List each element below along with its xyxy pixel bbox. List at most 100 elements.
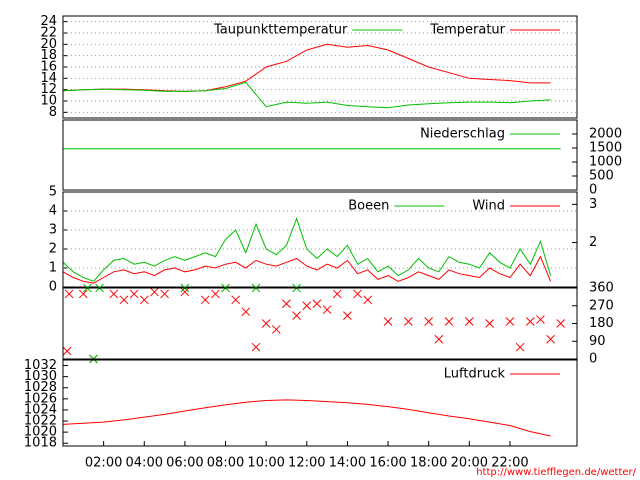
x-tick-label: 22:00	[491, 456, 528, 471]
y-tick-label: 1026	[24, 391, 57, 406]
direction-point	[332, 289, 342, 299]
direction-point	[292, 311, 301, 320]
legend-label: Temperatur	[429, 23, 505, 38]
direction-point	[485, 319, 494, 328]
y-tick-label: 1	[49, 261, 57, 276]
y-tick-label: 180	[589, 316, 614, 331]
direction-point	[231, 295, 241, 305]
direction-point	[404, 317, 413, 326]
y-tick-label: 24	[40, 14, 57, 29]
direction-point	[62, 346, 72, 356]
y-tick-label: 2000	[589, 127, 622, 142]
legend-label: Taupunkttemperatur	[213, 23, 348, 38]
direction-point	[282, 299, 291, 309]
y-tick-label: 18	[40, 48, 57, 63]
x-tick-label: 18:00	[410, 456, 447, 471]
y-tick-label: 1028	[24, 380, 57, 395]
direction-point	[525, 317, 535, 326]
y-tick-label: 20	[40, 37, 57, 52]
direction-point	[546, 334, 555, 344]
direction-point	[271, 325, 281, 334]
series-line	[62, 81, 551, 109]
y-tick-label: 5	[49, 185, 57, 200]
direction-point	[464, 317, 474, 326]
direction-point	[160, 289, 169, 299]
series-line	[62, 217, 552, 282]
y-tick-label: 1000	[589, 155, 622, 170]
y-tick-label: 90	[589, 334, 606, 349]
y-tick-label: 1018	[24, 436, 57, 451]
x-tick-label: 02:00	[85, 456, 122, 471]
y-tick-label: 22	[40, 26, 57, 41]
direction-point	[353, 289, 362, 299]
panel-border	[62, 15, 578, 119]
x-tick-label: 06:00	[166, 456, 203, 471]
legend-label: Luftdruck	[444, 367, 506, 382]
direction-point	[363, 295, 373, 305]
y-tick-label: 1032	[24, 358, 57, 373]
direction-point	[251, 342, 261, 352]
direction-point	[119, 295, 129, 305]
direction-point	[515, 342, 525, 352]
y-tick-label: 3	[49, 223, 57, 238]
direction-point	[312, 299, 322, 309]
direction-point	[302, 301, 312, 311]
y2-tick-label: 2	[589, 235, 597, 250]
direction-point	[261, 319, 271, 328]
y-tick-label: 0	[49, 280, 57, 295]
y-tick-label: 1022	[24, 414, 57, 429]
direction-point	[536, 315, 545, 324]
x-tick-label: 12:00	[288, 456, 325, 471]
direction-point	[150, 287, 159, 297]
direction-point	[211, 289, 220, 299]
panel-border	[62, 191, 578, 288]
y-tick-label: 0	[589, 352, 597, 367]
series-line	[62, 399, 551, 437]
legend-label: Wind	[472, 199, 505, 214]
direction-point	[129, 289, 139, 299]
direction-point	[505, 317, 515, 326]
direction-point	[383, 317, 393, 326]
y-tick-label: 1500	[589, 141, 622, 156]
y-tick-label: 1020	[24, 425, 57, 440]
direction-point	[556, 319, 566, 328]
y-tick-label: 4	[49, 204, 57, 219]
legend-label: Boeen	[348, 199, 389, 214]
y-tick-label: 2	[49, 242, 57, 257]
y-tick-label: 16	[40, 60, 57, 75]
direction-point	[64, 289, 74, 299]
direction-point	[434, 334, 444, 344]
y-tick-label: 270	[589, 298, 614, 313]
y-tick-label: 0	[589, 183, 597, 198]
panel-border	[62, 287, 578, 360]
x-tick-label: 14:00	[329, 456, 366, 471]
footer-link: http://www.tiefflegen.de/wetter/	[476, 467, 636, 478]
direction-point	[139, 295, 149, 305]
x-tick-label: 16:00	[369, 456, 406, 471]
direction-point	[343, 311, 352, 320]
y-tick-label: 1030	[24, 369, 57, 384]
panel-border	[62, 359, 578, 447]
panel-border	[62, 119, 578, 191]
y2-tick-label: 3	[589, 197, 597, 212]
y-tick-label: 360	[589, 281, 614, 296]
legend-label: Niederschlag	[420, 127, 505, 142]
series-line	[62, 255, 552, 284]
x-tick-label: 20:00	[451, 456, 488, 471]
y-tick-label: 12	[40, 82, 57, 97]
x-tick-label: 04:00	[126, 456, 163, 471]
x-tick-label: 10:00	[247, 456, 284, 471]
y-tick-label: 500	[589, 169, 614, 184]
direction-point	[78, 289, 88, 299]
series-line	[62, 43, 551, 92]
y-tick-label: 14	[40, 71, 57, 86]
direction-point	[424, 317, 434, 326]
y-tick-label: 10	[40, 94, 57, 109]
y-tick-label: 1024	[24, 402, 57, 417]
direction-point	[444, 317, 454, 326]
direction-point	[200, 295, 210, 305]
y-tick-label: 8	[49, 105, 57, 120]
x-tick-label: 08:00	[207, 456, 244, 471]
direction-point	[180, 287, 190, 297]
